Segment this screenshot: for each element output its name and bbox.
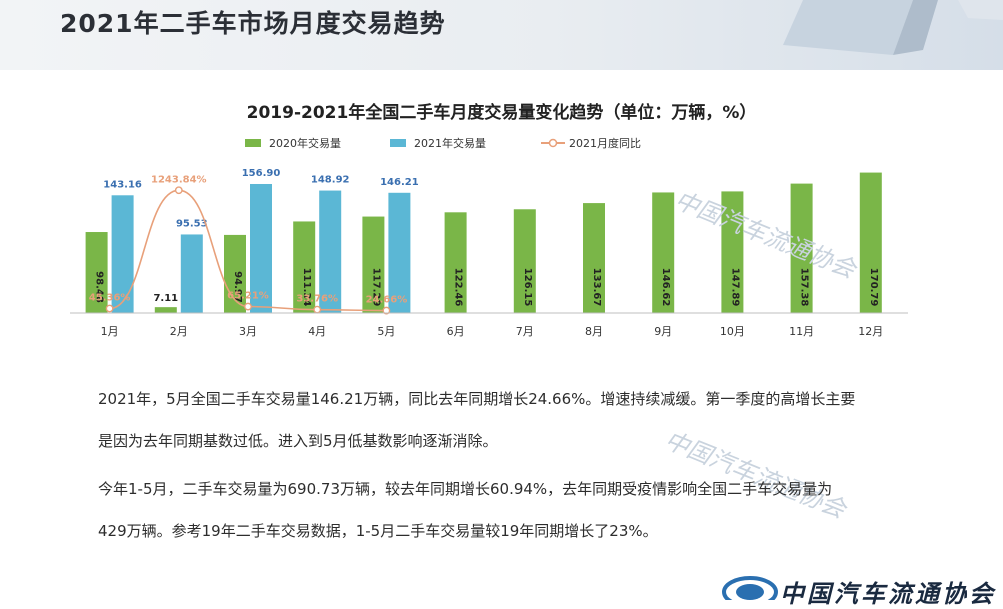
legend-swatch (390, 139, 406, 147)
x-tick-label: 5月 (377, 325, 395, 338)
bar-2020 (293, 221, 316, 313)
slide-header: 2021年二手车市场月度交易趋势 (0, 0, 1003, 70)
x-tick-label: 8月 (585, 325, 603, 338)
bar-2021-label: 148.92 (311, 175, 350, 186)
legend-marker (548, 138, 558, 148)
logo-text: 中国汽车流通协会 (780, 580, 996, 608)
yoy-point (382, 306, 391, 315)
bar-2020-label: 157.38 (799, 268, 810, 307)
x-tick-label: 12月 (858, 325, 883, 338)
bar-2020 (444, 212, 467, 313)
bar-2020 (513, 209, 536, 313)
yoy-line (109, 189, 387, 312)
bar-2021 (111, 195, 134, 313)
bars-layer: 98.48 143.16 7.11 95.53 94.97 156.90 111.34 148… (85, 168, 882, 313)
yoy-point (174, 186, 183, 195)
paragraph-line: 是因为去年同期基数过低。进入到5月低基数影响逐渐消除。 (98, 432, 498, 450)
x-tick-label: 4月 (308, 325, 326, 338)
bar-2020-label: 126.15 (522, 268, 533, 307)
chart-title: 2019-2021年全国二手车月度交易量变化趋势（单位：万辆，%） (246, 103, 757, 123)
yoy-point (105, 304, 114, 313)
bar-2020 (85, 232, 108, 313)
yoy-point (244, 302, 252, 311)
bar-2021-label: 146.21 (380, 177, 419, 188)
x-tick-label: 1月 (101, 325, 119, 338)
bar-2020-label: 133.67 (591, 268, 602, 307)
bar-2020 (652, 192, 675, 313)
bar-2021 (319, 190, 342, 313)
decorative-cubes (783, 0, 1003, 55)
legend-label: 2021月度同比 (569, 136, 641, 150)
bar-2020-label: 94.97 (232, 271, 243, 303)
paragraph-line: 429万辆。参考19年二手车交易数据，1-5月二手车交易量较19年同期增长了23… (98, 522, 658, 540)
bar-2020 (154, 307, 177, 313)
yoy-label: 33.76% (296, 294, 338, 305)
x-tick-label: 11月 (789, 325, 814, 338)
bar-2020 (362, 216, 385, 313)
bar-2020 (583, 203, 605, 313)
bar-2021-label: 156.90 (242, 168, 281, 179)
legend-label: 2020年交易量 (269, 136, 341, 150)
x-tick-label: 2月 (170, 325, 188, 338)
chart-area: 2020年交易量 2021年交易量 2021月度同比 98.48 143.16 7.11… (70, 136, 908, 338)
paragraph-line: 今年1-5月，二手车交易量为690.73万辆，较去年同期增长60.94%，去年同… (98, 480, 833, 498)
yoy-label: 45.36% (89, 293, 131, 304)
bar-2020 (721, 191, 744, 313)
x-tick-label: 3月 (239, 325, 257, 338)
bar-2020-label: 147.89 (729, 268, 740, 307)
x-axis: 1月 2月 3月 4月 5月 6月 7月 8月 9月 10月 11月 12月 (70, 312, 908, 338)
bar-2020-label: 122.46 (453, 268, 464, 307)
yoy-label: 1243.84% (151, 174, 207, 185)
yoy-point (313, 305, 322, 314)
bar-2020-label: 170.79 (868, 268, 879, 307)
bar-2021-label: 143.16 (103, 179, 142, 190)
bar-2021-label: 95.53 (176, 218, 208, 229)
bar-2021 (250, 183, 272, 313)
legend-swatch (245, 139, 261, 147)
bar-2020-label: 98.48 (94, 271, 105, 303)
bar-2020-label: 117.29 (370, 268, 381, 307)
bar-2020 (859, 172, 882, 313)
bar-2020-label: 7.11 (153, 293, 178, 304)
bar-2020-label: 111.34 (301, 268, 312, 307)
bar-2020-label: 146.62 (660, 268, 671, 307)
legend-label: 2021年交易量 (414, 136, 486, 150)
association-logo-icon (722, 576, 778, 600)
yoy-label: 24.66% (366, 295, 408, 306)
bar-2021 (180, 234, 203, 313)
x-tick-label: 7月 (516, 325, 534, 338)
bar-2020 (790, 183, 813, 313)
slide-title: 2021年二手车市场月度交易趋势 (60, 9, 446, 38)
x-tick-label: 6月 (447, 325, 465, 338)
yoy-label: 65.21% (227, 291, 269, 302)
x-tick-label: 10月 (720, 325, 745, 338)
line-layer: 45.36% 1243.84% 65.21% 33.76% 24.66% (89, 174, 408, 315)
x-tick-label: 9月 (654, 325, 672, 338)
bar-2021 (388, 192, 411, 313)
paragraph-line: 2021年，5月全国二手车交易量146.21万辆，同比去年同期增长24.66%。… (98, 390, 856, 408)
legend: 2020年交易量 2021年交易量 2021月度同比 (245, 136, 641, 150)
